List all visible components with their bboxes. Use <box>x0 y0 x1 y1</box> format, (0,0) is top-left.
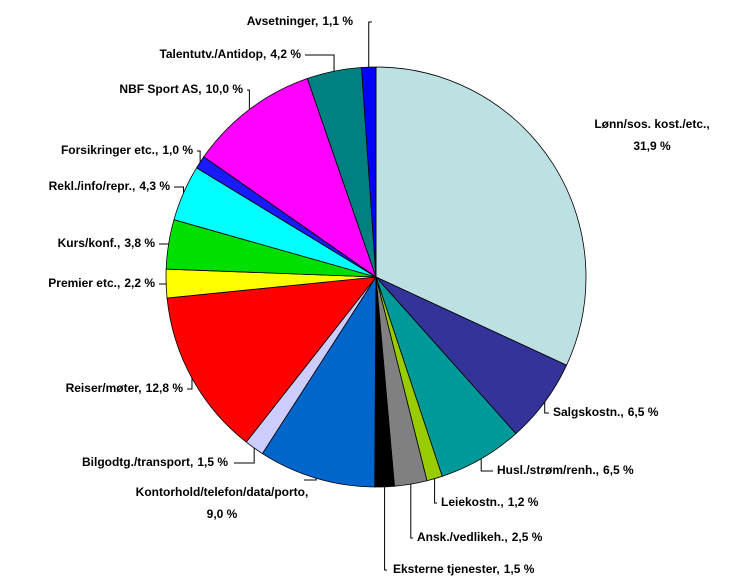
category-label: Salgskostn., <box>553 405 624 419</box>
slice-label: Leiekostn., 1,2 % <box>441 495 539 509</box>
category-label: Eksterne tjenester, <box>393 562 500 576</box>
slice-label: Rekl./info/repr.,4,3 % <box>49 179 171 193</box>
slice-label: Forsikringer etc., 1,0 % <box>61 143 193 157</box>
value-label: 9,0 % <box>207 507 238 521</box>
leader-line <box>234 448 254 463</box>
value-label: 1,2 % <box>508 495 539 509</box>
category-label: Lønn/sos. kost./etc., <box>594 117 709 131</box>
value-label: 6,5 % <box>603 463 634 477</box>
slice-label: Lønn/sos. kost./etc., 31,9 % <box>594 117 709 153</box>
slice-label: Salgskostn., 6,5 % <box>553 405 659 419</box>
category-label: Rekl./info/repr., <box>49 179 136 193</box>
leader-line <box>304 478 316 480</box>
leader-line <box>435 479 437 503</box>
slice-label: Kontorhold/telefon/data/porto, 9,0 % <box>136 485 309 521</box>
category-label: Kontorhold/telefon/data/porto, <box>136 485 309 499</box>
category-label: Husl./strøm/renh., <box>497 463 599 477</box>
category-label: Kurs/konf., <box>58 236 121 250</box>
value-label: 6,5 % <box>628 405 659 419</box>
slice-label: Talentutv./Antidop, 4,2 % <box>159 47 301 61</box>
category-label: Reiser/møter, <box>66 381 142 395</box>
leader-line <box>174 187 184 193</box>
leader-line <box>187 378 192 389</box>
slice-label: Bilgodtg./transport, 1,5 % <box>82 455 228 469</box>
leader-line <box>247 90 249 109</box>
value-label: 1,5 % <box>504 562 535 576</box>
value-label: 2,5 % <box>512 530 543 544</box>
slice-label: Eksterne tjenester, 1,5 % <box>393 562 535 576</box>
leader-line <box>411 484 413 538</box>
category-label: NBF Sport AS, <box>119 82 201 96</box>
category-label: Avsetninger, <box>247 14 319 28</box>
category-label: Premier etc., <box>48 276 120 290</box>
slice-label: Premier etc., 2,2 % <box>48 276 155 290</box>
slice-label: NBF Sport AS, 10,0 % <box>119 82 243 96</box>
slice-label: Avsetninger,1,1 % <box>247 14 354 28</box>
slice-label: Kurs/konf.,3,8 % <box>58 236 156 250</box>
category-label: Ansk./vedlikeh., <box>417 530 508 544</box>
value-label: 4,2 % <box>270 47 301 61</box>
category-label: Talentutv./Antidop, <box>159 47 266 61</box>
slice-label: Ansk./vedlikeh., 2,5 % <box>417 530 543 544</box>
leader-line <box>385 487 387 570</box>
slice-label: Reiser/møter, 12,8 % <box>66 381 184 395</box>
value-label: 12,8 % <box>146 381 184 395</box>
value-label: 1,5 % <box>197 455 228 469</box>
value-label: 2,2 % <box>124 276 155 290</box>
leader-line <box>545 402 549 413</box>
leader-line <box>197 151 200 162</box>
category-label: Bilgodtg./transport, <box>82 455 193 469</box>
value-label: 3,8 % <box>124 236 155 250</box>
leader-line <box>369 22 372 67</box>
value-label: 31,9 % <box>633 139 671 153</box>
category-label: Forsikringer etc., <box>61 143 158 157</box>
leader-line <box>305 55 334 71</box>
leader-line <box>481 459 493 471</box>
value-label: 10,0 % <box>206 82 244 96</box>
value-label: 1,0 % <box>162 143 193 157</box>
value-label: 4,3 % <box>139 179 170 193</box>
category-label: Leiekostn., <box>441 495 504 509</box>
value-label: 1,1 % <box>322 14 353 28</box>
slice-label: Husl./strøm/renh., 6,5 % <box>497 463 634 477</box>
